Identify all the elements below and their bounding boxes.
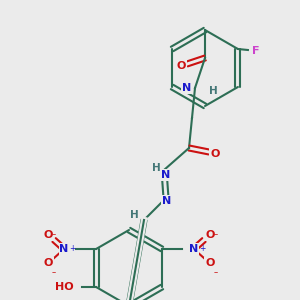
Text: –: –	[52, 230, 56, 239]
Text: O: O	[205, 230, 214, 240]
Text: H: H	[152, 163, 161, 173]
Text: F: F	[252, 46, 260, 56]
Text: +: +	[199, 244, 205, 253]
Text: O: O	[205, 258, 214, 268]
Text: N: N	[182, 83, 191, 93]
Text: +: +	[69, 244, 76, 253]
Text: O: O	[44, 230, 53, 240]
Text: H: H	[130, 210, 139, 220]
Text: H: H	[209, 86, 218, 96]
Text: N: N	[59, 244, 69, 254]
Text: N: N	[162, 196, 171, 206]
Text: –: –	[214, 268, 218, 277]
Text: –: –	[214, 230, 218, 239]
Text: O: O	[176, 61, 186, 71]
Text: N: N	[161, 170, 170, 180]
Text: –: –	[52, 268, 56, 277]
Text: O: O	[210, 149, 220, 159]
Text: N: N	[189, 244, 199, 254]
Text: HO: HO	[56, 282, 74, 292]
Text: O: O	[44, 258, 53, 268]
